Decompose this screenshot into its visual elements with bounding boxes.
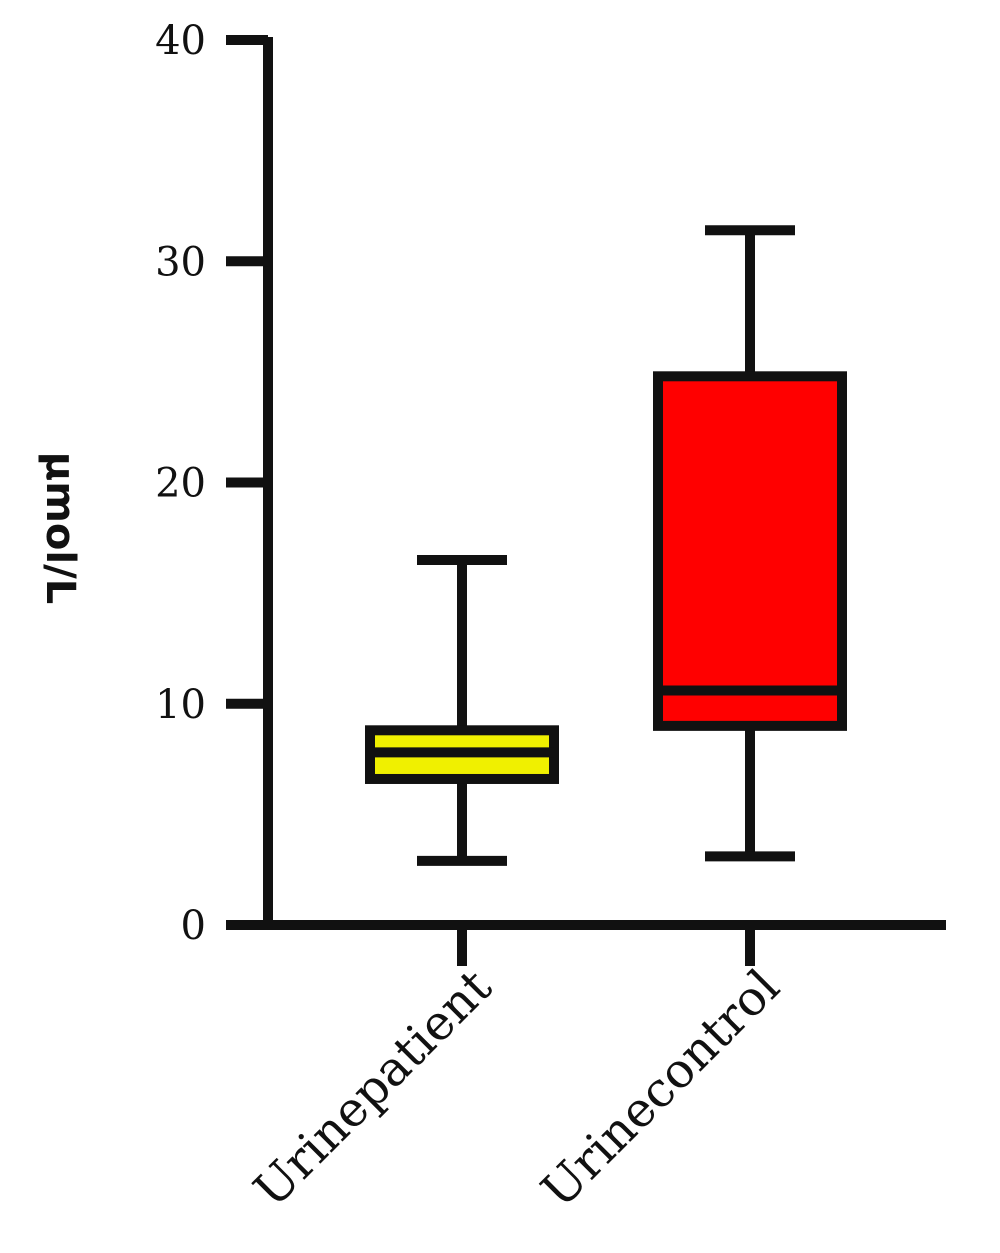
box-1: [365, 554, 559, 866]
axes: [226, 35, 946, 966]
box-iqr: [653, 371, 847, 731]
y-tick-label-10: 10: [155, 682, 206, 728]
box-2: [653, 225, 847, 862]
y-tick-label-40: 40: [155, 18, 206, 64]
y-tick-label-20: 20: [155, 461, 206, 507]
boxes: [365, 225, 847, 866]
y-tick-label-30: 30: [155, 239, 206, 285]
y-axis-title: µmol/L: [37, 452, 83, 604]
y-tick-label-0: 0: [181, 903, 206, 949]
category-label-2: Urinecontrol: [531, 959, 791, 1219]
category-label-1: Urinepatient: [243, 959, 502, 1218]
